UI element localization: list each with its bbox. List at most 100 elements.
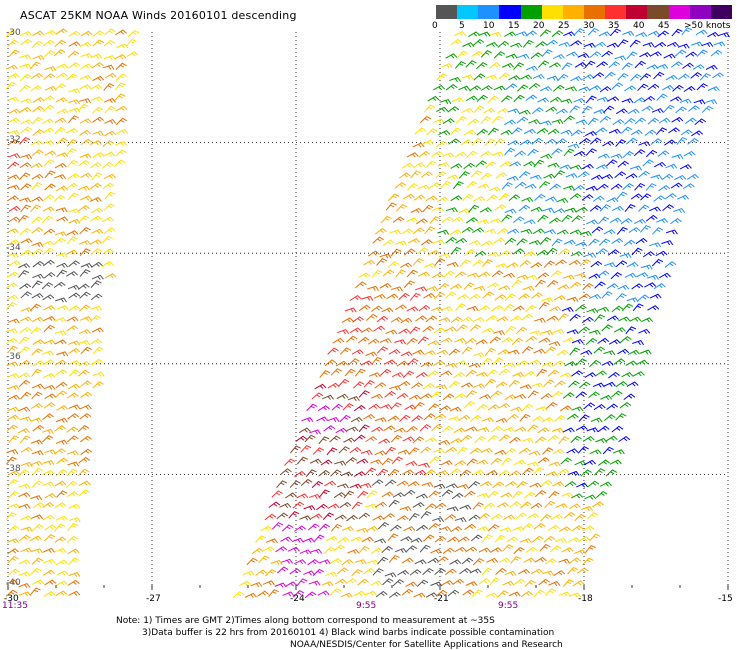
wind-barb	[568, 380, 580, 388]
wind-barb	[80, 380, 92, 387]
lat-label: -34	[6, 243, 21, 253]
wind-barb	[55, 207, 68, 213]
wind-barb	[340, 471, 353, 477]
wind-barb	[65, 480, 78, 488]
wind-barb	[639, 52, 652, 58]
wind-barb	[439, 526, 451, 532]
wind-barb	[89, 162, 102, 169]
wind-barb	[77, 185, 90, 191]
wind-barb	[504, 237, 517, 245]
wind-barb	[425, 195, 438, 202]
wind-barb	[310, 548, 323, 554]
wind-barb	[556, 108, 568, 115]
wind-barb	[127, 29, 140, 38]
wind-barb	[540, 393, 553, 400]
wind-barb	[434, 413, 447, 420]
wind-barb	[624, 272, 637, 278]
wind-barb	[5, 328, 18, 334]
wind-barb	[577, 446, 589, 454]
wind-barb	[449, 468, 462, 475]
wind-barb	[627, 349, 640, 355]
wind-barb	[551, 427, 564, 433]
wind-barb	[440, 306, 453, 312]
wind-barb	[497, 40, 510, 48]
wind-barb	[457, 484, 470, 490]
wind-barb	[508, 470, 521, 477]
wind-barb	[557, 468, 570, 475]
wind-barb	[8, 117, 21, 123]
wind-barb	[617, 160, 630, 168]
wind-barb	[450, 127, 462, 136]
wind-barb	[518, 204, 531, 212]
wind-barb	[371, 393, 384, 399]
wind-barb	[539, 237, 552, 245]
wind-barb	[363, 413, 376, 420]
wind-barb	[491, 305, 504, 312]
wind-barb	[460, 316, 473, 323]
wind-barb	[623, 393, 636, 401]
wind-barb	[465, 546, 478, 553]
wind-barb	[491, 425, 503, 433]
wind-barb	[430, 391, 442, 399]
wind-barb	[418, 462, 430, 468]
wind-barb	[65, 148, 77, 157]
wind-barb	[618, 316, 631, 322]
wind-barb	[578, 414, 590, 422]
wind-barb	[56, 457, 68, 464]
wind-barb	[520, 501, 532, 509]
wind-barb	[383, 512, 395, 520]
wind-barb	[570, 40, 583, 47]
wind-barb	[556, 349, 569, 356]
wind-barb	[68, 218, 81, 225]
wind-barb	[696, 83, 708, 91]
wind-barb	[490, 457, 502, 466]
wind-barb	[450, 39, 462, 46]
wind-barb	[403, 280, 416, 288]
wind-barb	[438, 130, 451, 136]
wind-barb	[458, 414, 471, 421]
wind-barb	[77, 103, 89, 112]
wind-barb	[32, 360, 45, 367]
wind-barb	[20, 291, 32, 299]
wind-barb	[525, 274, 538, 280]
wind-barb	[497, 348, 510, 355]
wind-barb	[575, 425, 588, 431]
wind-barb	[32, 523, 44, 532]
wind-barb	[390, 524, 402, 532]
wind-barb	[567, 143, 580, 149]
wind-barb	[560, 129, 573, 135]
wind-barb	[31, 368, 43, 377]
wind-barb	[54, 536, 67, 543]
wind-barb	[54, 117, 67, 124]
wind-barb	[262, 546, 275, 552]
wind-barb	[512, 216, 525, 224]
wind-barb	[44, 170, 56, 179]
wind-barb	[424, 262, 437, 269]
wind-barb	[55, 439, 68, 445]
wind-barb	[664, 193, 677, 200]
wind-barb	[373, 325, 386, 332]
wind-barb	[461, 107, 474, 114]
wind-barb	[7, 318, 20, 324]
wind-barb	[701, 41, 714, 48]
wind-barb	[433, 84, 446, 91]
wind-barb	[55, 185, 68, 192]
wind-barb	[56, 63, 69, 69]
wind-barb	[367, 338, 380, 345]
wind-barb	[525, 30, 537, 37]
wind-barb	[705, 99, 718, 105]
wind-barb	[251, 547, 264, 555]
wind-barb	[68, 340, 81, 346]
wind-barb	[90, 261, 103, 268]
wind-barb	[582, 282, 594, 291]
wind-barb	[531, 535, 544, 543]
wind-barb	[552, 53, 565, 60]
wind-barb	[385, 202, 397, 211]
wind-barb	[441, 216, 454, 223]
wind-barb	[515, 31, 528, 37]
wind-barb	[505, 325, 517, 334]
wind-barb	[379, 253, 392, 259]
wind-barb	[547, 162, 560, 168]
wind-barb	[92, 75, 105, 82]
wind-barb	[20, 204, 31, 213]
